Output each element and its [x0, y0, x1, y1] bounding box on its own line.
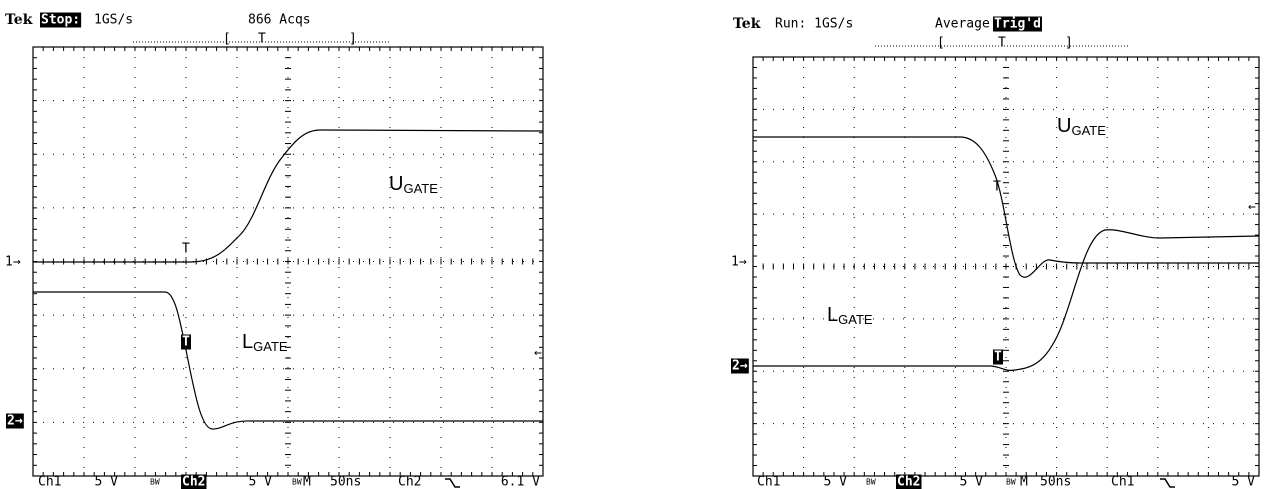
trigger-state: Trig'd [994, 17, 1041, 32]
footer-label: 50ns [1040, 475, 1071, 489]
footer-label: BW [866, 478, 876, 487]
bracket: [ [223, 32, 231, 47]
footer-label: 5 V [1232, 475, 1256, 489]
graticules [33, 47, 1259, 476]
footer-label: Ch2 [398, 475, 421, 489]
footer-label: 5 V [960, 475, 984, 489]
trace-label: UGATE [389, 173, 438, 196]
waveform [753, 230, 1259, 371]
footer-label: Ch2 [897, 475, 920, 489]
level-marker: ← [534, 346, 542, 361]
footer-label: Ch1 [1111, 475, 1134, 489]
footer-label: M [1020, 475, 1028, 489]
slope-icon [1160, 479, 1175, 487]
rate: 1GS/s [94, 13, 133, 28]
trigger-marker: T [994, 350, 1002, 365]
slope-icon [445, 479, 460, 487]
footer-label: 50ns [330, 475, 361, 489]
footer-label: 5 V [95, 475, 119, 489]
footer-label: 5 V [824, 475, 848, 489]
footer-label: Ch1 [757, 475, 780, 489]
trigger-marker: T [993, 180, 1001, 195]
brand: Tek [733, 16, 761, 32]
screenshot: Tek Stop: 1GS/s 866 Acqs [ T ] UGATE LGA… [0, 0, 1266, 489]
bracket-mark: T [998, 36, 1006, 51]
trace-label: UGATE [1057, 115, 1106, 138]
footer-label: BW [150, 478, 160, 487]
footer-label: 5 V [249, 475, 273, 489]
trigger-marker: T [182, 335, 190, 350]
bracket: ] [1065, 36, 1073, 51]
footer-label: BW [1006, 478, 1016, 487]
trace-label: LGATE [827, 304, 873, 327]
footer-label: BW [292, 478, 302, 487]
level-marker: ← [1248, 200, 1256, 215]
footer-label: M [303, 475, 311, 489]
waveform [33, 130, 543, 262]
footer-label: 6.1 V [501, 475, 540, 489]
acquisitions: 866 Acqs [248, 13, 311, 28]
bracket: [ [937, 36, 945, 51]
bracket-mark: T [258, 32, 266, 47]
footer-label: Ch1 [38, 475, 61, 489]
ch1-marker: 1→ [731, 255, 747, 270]
trace-label: LGATE [242, 331, 288, 354]
status: Stop: [41, 13, 80, 28]
brand: Tek [5, 12, 33, 28]
mode: Average [935, 17, 990, 32]
ch1-marker: 1→ [5, 255, 21, 270]
ch2-marker: 2→ [7, 414, 23, 429]
footer-label: Ch2 [182, 475, 205, 489]
bracket: ] [349, 32, 357, 47]
waveform [33, 292, 543, 429]
trigger-marker: T [182, 242, 190, 257]
ch2-marker: 2→ [732, 359, 748, 374]
status: Run: 1GS/s [775, 17, 853, 32]
